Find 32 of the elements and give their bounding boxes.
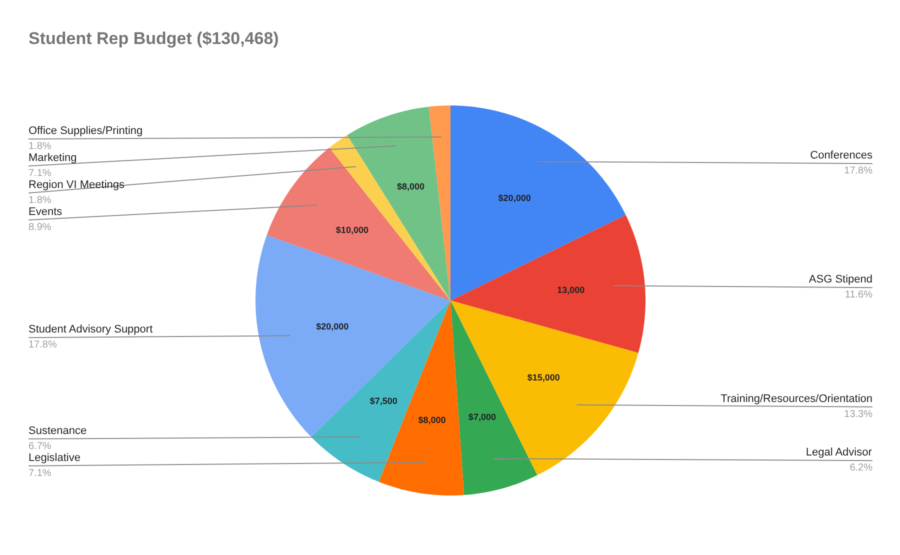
text: 8.9% xyxy=(28,222,52,233)
text: 17.8% xyxy=(28,340,57,351)
data-label: $20,000 xyxy=(316,321,349,332)
text: 11.6% xyxy=(844,290,873,301)
data-label: $7,500 xyxy=(370,396,398,406)
slice-label: Legal Advisor xyxy=(806,446,872,459)
text: 13.3% xyxy=(844,408,873,420)
text: 1.8% xyxy=(28,140,52,152)
text: 7.1% xyxy=(28,168,52,179)
data-label: $15,000 xyxy=(527,372,560,383)
text: 17.8% xyxy=(844,166,873,177)
slice-label: Marketing xyxy=(28,152,77,164)
data-label: $7,000 xyxy=(468,412,496,422)
slice-label: Conferences xyxy=(810,150,873,162)
data-label: $20,000 xyxy=(498,192,531,203)
data-label: $10,000 xyxy=(336,225,368,236)
slice-label: Office Supplies/Printing xyxy=(28,124,143,137)
slice-label: Legislative xyxy=(28,452,80,464)
text: 7.1% xyxy=(28,468,52,479)
slice-label: Training/Resources/Orientation xyxy=(720,392,873,405)
text: 6.2% xyxy=(850,462,873,474)
text: 1.8% xyxy=(28,194,52,206)
data-label: 13,000 xyxy=(557,285,585,296)
slice-label: Student Advisory Support xyxy=(28,324,153,336)
data-label: $8,000 xyxy=(418,414,446,425)
data-label: $8,000 xyxy=(396,181,425,192)
slice-label: Sustenance xyxy=(28,424,87,437)
slice-label: Events xyxy=(28,206,63,218)
text: 6.7% xyxy=(28,440,52,452)
slice-label: Region VI Meetings xyxy=(28,178,125,191)
slice-label: ASG Stipend xyxy=(808,274,872,286)
chart-title: Student Rep Budget ($130,468) xyxy=(28,29,279,48)
